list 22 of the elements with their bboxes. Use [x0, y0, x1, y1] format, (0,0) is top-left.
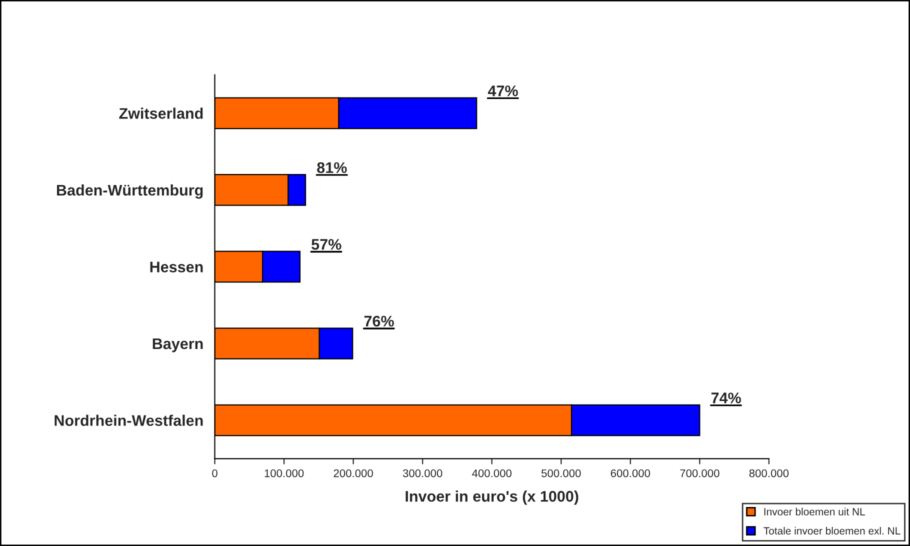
- x-tick-label: 100.000: [264, 469, 304, 478]
- annotation: 76%: [364, 316, 394, 327]
- y-tick-label: Bayern: [152, 338, 203, 352]
- x-tick-label: 0: [212, 469, 218, 478]
- legend-label: Totale invoer bloemen exl. NL: [764, 526, 900, 535]
- annotation: 57%: [312, 239, 342, 250]
- y-tick-label: Zwitserland: [119, 108, 203, 119]
- x-tick-label: 600.000: [610, 469, 650, 478]
- x-tick-label: 300.000: [402, 469, 442, 478]
- y-tick-label: Nordrhein-Westfalen: [54, 414, 203, 426]
- x-tick-label: 500.000: [541, 469, 581, 478]
- x-tick-label: 400.000: [472, 469, 512, 478]
- x-axis-title: Invoer in euro's (x 1000): [406, 490, 578, 505]
- annotation: 74%: [711, 392, 741, 404]
- legend-label: Invoer bloemen uit NL: [764, 508, 865, 516]
- x-tick-label: 700.000: [680, 469, 720, 478]
- x-tick-label: 200.000: [334, 469, 373, 478]
- x-tick-label: 800.000: [749, 469, 789, 478]
- y-tick-label: Hessen: [150, 262, 203, 272]
- y-tick-label: Baden-Württemburg: [57, 184, 203, 199]
- annotation: 47%: [488, 85, 518, 96]
- annotation: 81%: [317, 162, 347, 174]
